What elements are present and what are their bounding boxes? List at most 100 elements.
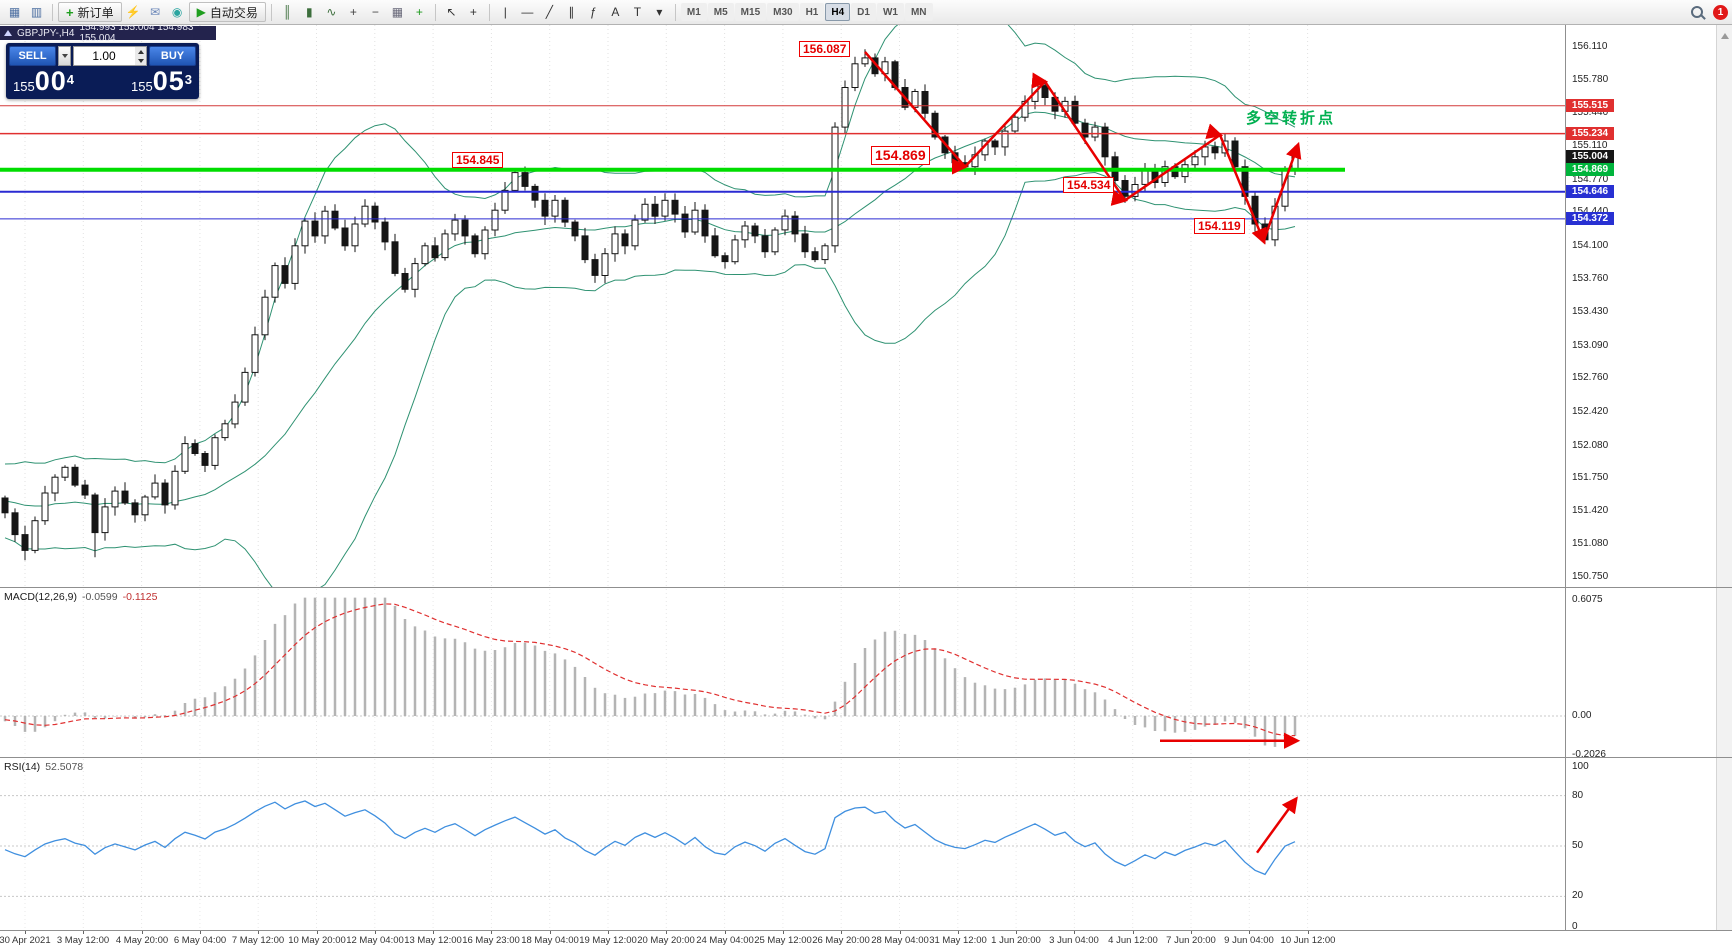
- community-button[interactable]: ◉: [167, 2, 188, 22]
- timeframe-m1-button[interactable]: M1: [680, 3, 707, 21]
- new-order-button[interactable]: + 新订单: [58, 2, 122, 22]
- time-tick: [1016, 931, 1017, 934]
- bottom-low-callout[interactable]: 154.119: [1194, 218, 1245, 235]
- timeframe-w1-button[interactable]: W1: [876, 3, 904, 21]
- price-scale-label: 155.440: [1572, 107, 1609, 118]
- timeframe-d1-button[interactable]: D1: [851, 3, 876, 21]
- time-label: 7 Jun 20:00: [1166, 935, 1216, 946]
- timeframe-h4-button[interactable]: H4: [825, 3, 851, 21]
- time-tick: [1249, 931, 1250, 934]
- trendline-button[interactable]: ╱: [539, 2, 560, 22]
- tile-windows-button[interactable]: ▦: [387, 2, 408, 22]
- macd-panel[interactable]: [0, 589, 1565, 757]
- toolbar-separator: [270, 3, 272, 21]
- alert-button[interactable]: ⚡: [123, 2, 144, 22]
- right-scrollbar[interactable]: [1716, 25, 1732, 931]
- time-label: 24 May 04:00: [696, 935, 754, 946]
- crosshair-button[interactable]: +: [463, 2, 484, 22]
- chart-profiles-button[interactable]: ▥: [26, 2, 47, 22]
- buy-button[interactable]: BUY: [149, 46, 196, 66]
- turning-point-label[interactable]: 多空转折点: [1246, 110, 1337, 127]
- equidistant-channel-icon: ∥: [568, 5, 575, 19]
- candlestick-chart-button[interactable]: ▮: [299, 2, 320, 22]
- fibonacci-button[interactable]: ƒ: [583, 2, 604, 22]
- horizontal-line-icon: —: [521, 5, 534, 19]
- mid-level-callout[interactable]: 154.869: [871, 146, 930, 165]
- text-label-button[interactable]: T: [627, 2, 648, 22]
- time-tick: [958, 931, 959, 934]
- buy-price[interactable]: 155 05 3: [131, 66, 192, 96]
- chart-collapse-icon[interactable]: [4, 30, 12, 36]
- time-tick: [83, 931, 84, 934]
- line-chart-button[interactable]: ∿: [321, 2, 342, 22]
- search-icon[interactable]: [1689, 4, 1706, 21]
- indicators-button[interactable]: +: [409, 2, 430, 22]
- scroll-up-icon[interactable]: [1721, 33, 1729, 39]
- vertical-line-button[interactable]: |: [495, 2, 516, 22]
- zoom-out-button[interactable]: −: [365, 2, 386, 22]
- sell-price[interactable]: 155 00 4: [13, 66, 74, 96]
- notification-badge[interactable]: 1: [1713, 4, 1728, 20]
- order-type-dropdown-icon[interactable]: [58, 46, 71, 66]
- time-label: 4 Jun 12:00: [1108, 935, 1158, 946]
- new-chart-button[interactable]: ▦: [4, 2, 25, 22]
- time-label: 16 May 23:00: [462, 935, 520, 946]
- bar-chart-button[interactable]: ║: [277, 2, 298, 22]
- price-scale-label: 155.780: [1572, 74, 1609, 85]
- time-axis[interactable]: 30 Apr 2021 3 May 12:00 4 May 20:00 6 May 0…: [0, 931, 1732, 947]
- timeframe-mn-button[interactable]: MN: [904, 3, 933, 21]
- price-scale-label: 154.440: [1572, 206, 1608, 217]
- shapes-dropdown-button[interactable]: ▾: [649, 2, 670, 22]
- rsi-panel[interactable]: [0, 759, 1565, 931]
- plus-icon: +: [66, 4, 74, 20]
- left-level-callout[interactable]: 154.845: [452, 152, 504, 169]
- timeframe-m15-button[interactable]: M15: [734, 3, 767, 21]
- price-scale-label: 155.110: [1572, 140, 1608, 151]
- time-label: 19 May 12:00: [579, 935, 637, 946]
- price-scale-label: 152.420: [1572, 406, 1609, 417]
- time-tick: [317, 931, 318, 934]
- time-tick: [1191, 931, 1192, 934]
- price-scale-label: 151.420: [1572, 505, 1609, 516]
- toolbar-separator: [52, 3, 53, 21]
- news-button[interactable]: ✉: [145, 2, 166, 22]
- sell-button[interactable]: SELL: [9, 46, 56, 66]
- toolbar-separator: [434, 3, 436, 21]
- cursor-button[interactable]: ↖: [441, 2, 462, 22]
- time-label: 1 Jun 20:00: [991, 935, 1041, 946]
- time-tick: [783, 931, 784, 934]
- macd-scale-label: 0.6075: [1572, 594, 1603, 605]
- equidistant-channel-button[interactable]: ∥: [561, 2, 582, 22]
- main-chart[interactable]: [0, 25, 1565, 587]
- timeframe-h1-button[interactable]: H1: [799, 3, 825, 21]
- timeframe-m5-button[interactable]: M5: [707, 3, 734, 21]
- chart-title-bar: GBPJPY-,H4 154.993 155.004 154.983 155.0…: [0, 22, 216, 44]
- panel-divider: [0, 757, 1732, 758]
- rsi-scale-label: 0: [1572, 921, 1578, 932]
- price-scale-label: 152.080: [1572, 440, 1609, 451]
- play-icon: ▶: [196, 5, 206, 19]
- time-tick: [258, 931, 259, 934]
- horizontal-line-button[interactable]: —: [517, 2, 538, 22]
- price-scale-label: 154.770: [1572, 174, 1609, 185]
- zoom-in-button[interactable]: +: [343, 2, 364, 22]
- time-label: 26 May 20:00: [812, 935, 870, 946]
- timeframe-m30-button[interactable]: M30: [767, 3, 799, 21]
- macd-scale-label: -0.2026: [1572, 749, 1606, 760]
- price-scale-label: 150.750: [1572, 571, 1609, 582]
- price-scale-border: [1565, 25, 1566, 947]
- autotrading-button[interactable]: ▶ 自动交易: [188, 2, 266, 22]
- high-price-callout[interactable]: 156.087: [799, 41, 851, 58]
- price-scale-label: 152.760: [1572, 372, 1609, 383]
- cursor-icon: ↖: [446, 5, 457, 19]
- time-tick: [491, 931, 492, 934]
- price-scale-label: 153.090: [1572, 340, 1609, 351]
- lot-spinner[interactable]: [135, 47, 146, 65]
- panel-divider: [0, 587, 1732, 588]
- time-label: 30 Apr 2021: [0, 935, 51, 946]
- lot-size-input[interactable]: [73, 46, 147, 66]
- time-label: 20 May 20:00: [637, 935, 695, 946]
- time-label: 28 May 04:00: [871, 935, 929, 946]
- text-button[interactable]: A: [605, 2, 626, 22]
- swing-low-callout[interactable]: 154.534: [1063, 177, 1115, 194]
